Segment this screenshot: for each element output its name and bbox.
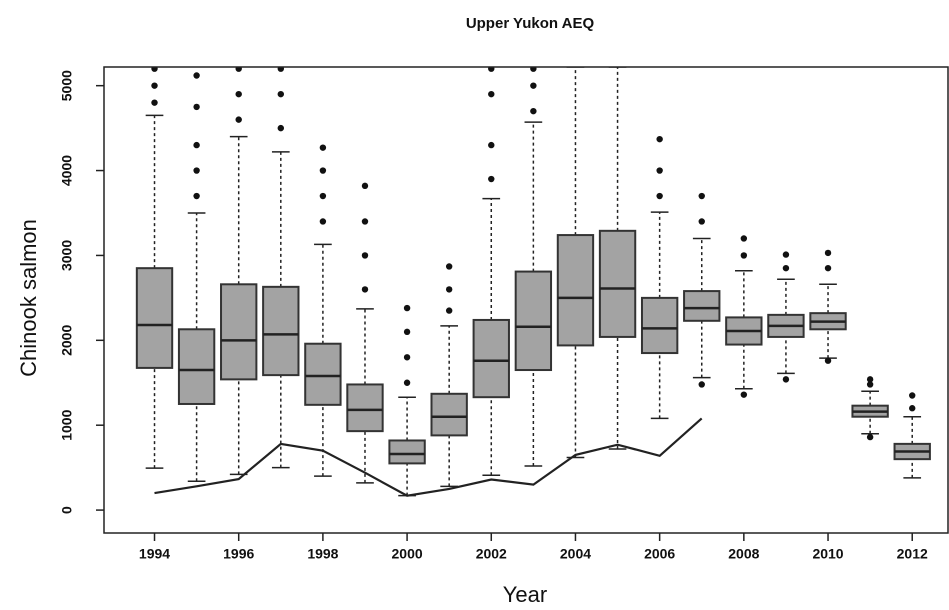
outlier (193, 72, 200, 79)
outlier (151, 67, 158, 72)
outlier (866, 376, 874, 383)
outlier (698, 218, 705, 225)
outlier (277, 90, 284, 98)
outlier (824, 249, 832, 257)
x-tick-label: 2008 (728, 546, 759, 562)
outlier (445, 286, 453, 293)
outlier (235, 116, 242, 123)
outlier (151, 82, 158, 89)
outlier (403, 304, 411, 312)
x-tick-label: 1998 (307, 546, 338, 562)
x-tick-label: 1996 (223, 546, 254, 562)
y-tick-label: 5000 (59, 70, 75, 101)
outlier (656, 135, 663, 143)
x-tick-label: 2012 (897, 546, 928, 562)
outlier (488, 175, 495, 183)
box (304, 342, 342, 406)
box (388, 439, 426, 465)
x-tick-label: 1994 (139, 546, 170, 562)
y-axis-label: Chinook salmon (16, 219, 41, 377)
outlier (488, 90, 495, 98)
outlier (277, 67, 284, 72)
outlier (403, 328, 411, 336)
outlier (530, 67, 537, 72)
outlier (740, 252, 748, 259)
outlier (782, 376, 790, 383)
box (598, 229, 637, 338)
outlier (824, 357, 832, 364)
outlier (193, 141, 200, 149)
box (135, 267, 174, 369)
outlier (740, 391, 748, 398)
x-tick-label: 2004 (560, 546, 591, 562)
outlier (361, 182, 369, 190)
outlier (698, 381, 705, 388)
y-tick-label: 1000 (59, 409, 75, 440)
outlier (403, 354, 411, 361)
x-tick-label: 2006 (644, 546, 675, 562)
outlier (361, 286, 369, 293)
chart-title: Upper Yukon AEQ (466, 15, 595, 32)
outlier (235, 90, 242, 98)
observed-line (154, 417, 703, 497)
outlier (782, 251, 790, 258)
box (262, 285, 300, 377)
outlier (403, 379, 411, 386)
y-tick-label: 3000 (59, 240, 75, 271)
outlier (782, 264, 790, 272)
box (220, 283, 258, 381)
outlier (866, 433, 874, 441)
box (556, 234, 595, 347)
outlier (319, 192, 327, 200)
outlier (656, 192, 663, 200)
box (177, 328, 216, 405)
x-tick-label: 2002 (476, 546, 507, 562)
plot-frame (103, 66, 949, 534)
outlier (824, 264, 832, 272)
x-tick-label: 2000 (392, 546, 423, 562)
outlier (488, 67, 495, 72)
box (430, 392, 468, 437)
outlier (488, 141, 495, 149)
outlier (319, 144, 327, 151)
outlier (277, 124, 284, 132)
outlier (740, 235, 748, 242)
outlier (193, 167, 200, 174)
y-tick-label: 0 (59, 506, 75, 514)
outlier (530, 107, 537, 115)
outlier (445, 263, 453, 270)
x-tick-label: 2010 (812, 546, 843, 562)
outlier (698, 192, 705, 200)
outlier (235, 67, 242, 72)
outlier (193, 103, 200, 111)
y-tick-label: 4000 (59, 155, 75, 186)
x-axis-label: Year (503, 582, 547, 607)
box (514, 270, 553, 372)
outlier (656, 167, 663, 174)
box (472, 318, 510, 399)
outlier (151, 99, 158, 106)
outlier (361, 252, 369, 259)
box (346, 383, 384, 433)
plot-area (135, 67, 931, 497)
y-tick-label: 2000 (59, 325, 75, 356)
outlier (909, 392, 916, 399)
outlier (319, 218, 327, 225)
outlier (361, 218, 369, 225)
box (683, 290, 721, 322)
outlier (866, 381, 874, 388)
outlier (319, 167, 327, 174)
outlier (530, 82, 537, 89)
outlier (909, 405, 916, 412)
outlier (193, 192, 200, 200)
outlier (445, 307, 453, 314)
box (640, 296, 679, 355)
